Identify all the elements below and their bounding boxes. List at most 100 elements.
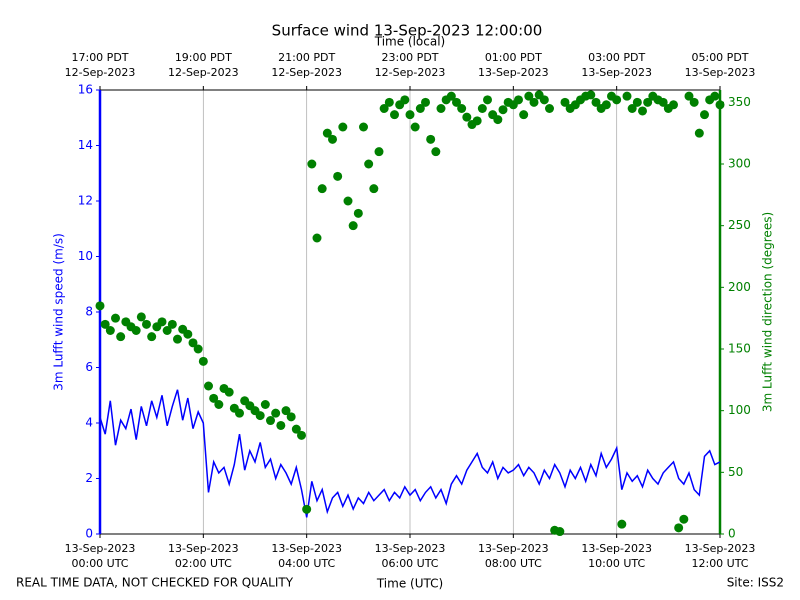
y2-axis-label: 3m Lufft wind direction (degrees) [761, 212, 775, 412]
direction-point [167, 319, 177, 329]
direction-point [297, 430, 306, 440]
y2-tick-label: 150 [728, 342, 751, 356]
direction-point [586, 90, 596, 100]
direction-point [157, 317, 167, 327]
direction-point [452, 97, 461, 107]
direction-point [338, 122, 348, 132]
direction-point [524, 91, 534, 101]
direction-point [188, 338, 198, 348]
direction-point [266, 416, 275, 426]
x-tick-label: 02:00 UTC [175, 557, 232, 570]
direction-point [410, 122, 420, 132]
direction-point [281, 406, 291, 416]
direction-point [369, 184, 379, 194]
direction-point [694, 128, 704, 138]
y2-tick-label: 300 [728, 157, 751, 171]
y2-tick-label: 250 [728, 218, 751, 232]
x2-tick-date: 13-Sep-2023 [685, 66, 756, 79]
direction-point [147, 332, 157, 342]
direction-point [431, 147, 441, 157]
direction-point [483, 95, 492, 105]
direction-point [519, 110, 529, 120]
direction-point [173, 334, 182, 344]
direction-point [617, 519, 627, 529]
direction-point [276, 420, 286, 430]
direction-point [462, 112, 472, 122]
direction-point [379, 104, 389, 113]
direction-point [343, 196, 353, 206]
y-tick-label: 12 [78, 194, 93, 208]
direction-point [307, 159, 317, 169]
site-label: Site: ISS2 [727, 576, 784, 590]
direction-point [627, 104, 637, 113]
direction-point [142, 319, 151, 329]
direction-point [400, 95, 410, 105]
direction-point [446, 91, 456, 101]
y2-tick-label: 100 [728, 403, 751, 417]
x-tick-label: 08:00 UTC [485, 557, 542, 570]
direction-point [302, 504, 312, 514]
direction-point [162, 326, 172, 335]
direction-point [529, 97, 539, 107]
chart-title: Surface wind 13-Sep-2023 12:00:00 [272, 22, 543, 40]
direction-point [679, 514, 689, 524]
direction-point [390, 110, 399, 120]
direction-point [684, 91, 694, 101]
direction-point [591, 97, 601, 107]
x2-tick-date: 12-Sep-2023 [271, 66, 342, 79]
direction-point [539, 95, 549, 105]
direction-point [317, 184, 327, 194]
x2-tick-label: 05:00 PDT [691, 51, 748, 64]
footer-note: REAL TIME DATA, NOT CHECKED FOR QUALITY [16, 576, 294, 590]
direction-point [322, 128, 332, 138]
y-tick-label: 6 [85, 360, 93, 374]
y-tick-label: 4 [85, 416, 93, 430]
direction-point [131, 326, 141, 335]
y2-tick-label: 200 [728, 280, 751, 294]
direction-point [255, 411, 265, 421]
direction-point [374, 147, 384, 157]
direction-point [105, 326, 115, 335]
x2-tick-date: 12-Sep-2023 [375, 66, 446, 79]
y-axis-label: 3m Lufft wind speed (m/s) [52, 233, 66, 391]
direction-point [384, 97, 394, 107]
y-tick-label: 14 [78, 138, 93, 152]
x2-axis-label: Time (local) [374, 35, 446, 49]
y-tick-label: 8 [85, 305, 93, 319]
direction-point [214, 400, 224, 409]
direction-point [560, 97, 570, 107]
x2-tick-label: 01:00 PDT [485, 51, 542, 64]
speed-line [99, 389, 721, 518]
direction-point [689, 97, 699, 107]
direction-point [224, 387, 234, 397]
direction-point [353, 208, 363, 218]
direction-point [601, 100, 611, 110]
y-tick-label: 0 [85, 527, 93, 541]
y-tick-label: 16 [78, 83, 93, 97]
y-tick-label: 2 [85, 471, 93, 485]
direction-point [116, 332, 126, 342]
direction-point [328, 134, 337, 144]
direction-point [415, 104, 425, 113]
x-tick-label: 12:00 UTC [691, 557, 748, 570]
x-tick-label: 04:00 UTC [278, 557, 335, 570]
x2-tick-label: 03:00 PDT [588, 51, 645, 64]
x2-tick-label: 17:00 PDT [71, 51, 128, 64]
direction-point [715, 100, 725, 110]
direction-point [436, 104, 446, 113]
direction-point [235, 408, 244, 418]
direction-point [333, 171, 343, 181]
x-tick-label: 06:00 UTC [381, 557, 438, 570]
direction-point [136, 312, 146, 322]
direction-point [291, 424, 301, 434]
direction-point [209, 393, 219, 403]
y2-tick-label: 50 [728, 465, 743, 479]
x-tick-date: 13-Sep-2023 [685, 542, 756, 555]
direction-point [477, 104, 487, 113]
direction-point [612, 95, 622, 105]
direction-point [198, 356, 208, 366]
x2-tick-date: 12-Sep-2023 [65, 66, 136, 79]
direction-point [457, 104, 467, 113]
